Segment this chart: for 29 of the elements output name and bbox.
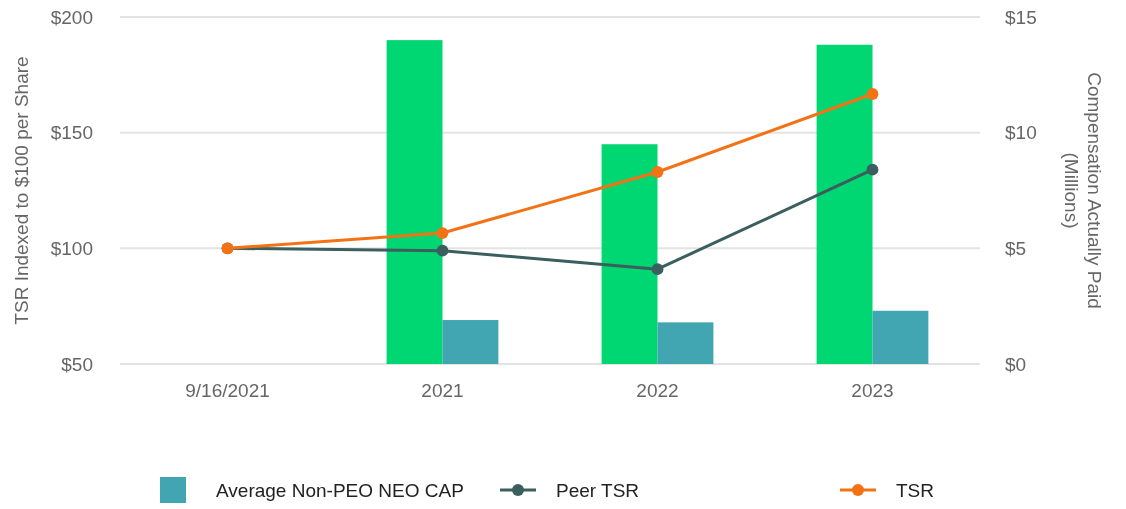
y2-tick-label: $0 [1005, 353, 1027, 375]
bar [816, 44, 873, 364]
bar [601, 144, 658, 364]
y-tick-label: $100 [50, 237, 93, 259]
y-axis-title: TSR Indexed to $100 per Share [11, 56, 32, 325]
y-tick-label: $150 [50, 122, 93, 144]
legend-label: Average Non-PEO NEO CAP [216, 479, 464, 501]
point [651, 263, 664, 276]
y2-tick-label: $15 [1005, 6, 1037, 28]
y2-axis-title: Compensation Actually Paid (Millions) [1061, 72, 1105, 309]
y-tick-label: $50 [61, 353, 93, 375]
point [866, 88, 879, 100]
bar [386, 40, 443, 364]
x-tick-label: 9/16/2021 [185, 380, 270, 401]
point [651, 166, 664, 178]
legend-label: TSR [896, 479, 934, 501]
y2-tick-label: $5 [1005, 237, 1027, 259]
legend-label: Peer TSR [556, 479, 640, 501]
x-tick-label: 2021 [421, 380, 464, 401]
bar [872, 310, 929, 364]
bar [657, 322, 714, 364]
x-tick-label: 2023 [851, 380, 894, 401]
point [436, 227, 449, 239]
point [436, 244, 449, 257]
y-tick-label: $200 [50, 6, 93, 28]
bar [442, 320, 499, 364]
x-tick-label: 2022 [636, 380, 679, 401]
point [866, 163, 879, 176]
y2-tick-label: $10 [1005, 122, 1037, 144]
